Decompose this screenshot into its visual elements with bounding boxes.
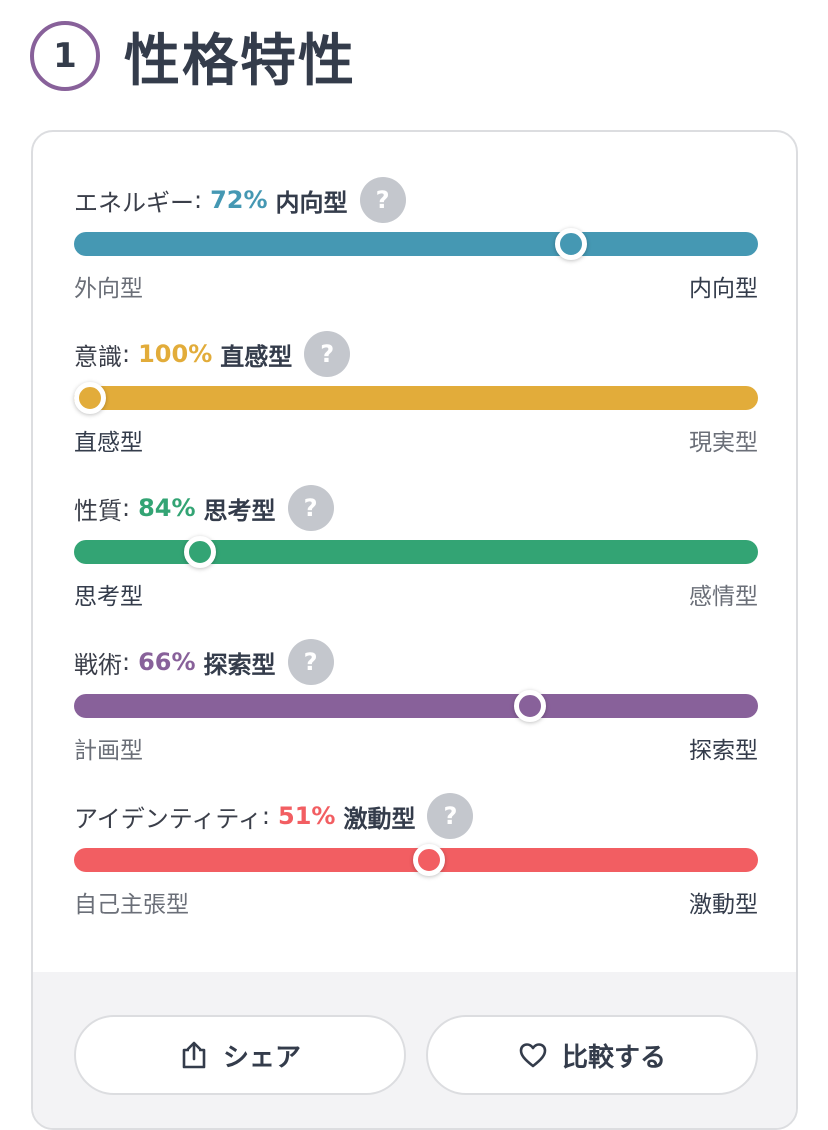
section-header: 1 性格特性 [30,20,356,94]
trait-mind: 意識 : 100% 直感型 ? 直感型 現実型 [74,330,758,460]
trait-right-label: 現実型 [689,430,758,456]
trait-percent: 84% [138,494,196,522]
trait-title: エネルギー : 72% 内向型 ? [74,176,406,224]
trait-right-label: 感情型 [689,584,758,610]
trait-bar [74,228,758,260]
trait-percent: 100% [138,340,213,368]
trait-end-labels: 計画型 探索型 [74,728,758,768]
trait-end-labels: 直感型 現実型 [74,420,758,460]
trait-label: アイデンティティ [74,804,262,833]
trait-label: エネルギー [74,188,194,217]
trait-left-label: 思考型 [74,584,143,610]
trait-knob [74,382,107,414]
trait-knob [554,228,587,260]
trait-right-label: 探索型 [689,738,758,764]
trait-type: 思考型 [203,496,276,525]
trait-left-label: 自己主張型 [74,892,189,918]
trait-left-label: 計画型 [74,738,143,764]
trait-label: 性質 [74,496,122,525]
trait-nature: 性質 : 84% 思考型 ? 思考型 感情型 [74,484,758,614]
trait-end-labels: 自己主張型 激動型 [74,882,758,922]
trait-knob [183,536,216,568]
share-button-label: シェア [222,1042,301,1073]
trait-type: 探索型 [203,650,276,679]
trait-colon: : [122,648,131,676]
help-icon[interactable]: ? [287,485,334,531]
trait-right-label: 激動型 [689,892,758,918]
help-icon[interactable]: ? [359,177,406,223]
share-icon [182,1041,206,1069]
trait-bar [74,382,758,414]
trait-energy: エネルギー : 72% 内向型 ? 外向型 内向型 [74,176,758,306]
page-title: 性格特性 [124,28,356,94]
trait-colon: : [122,494,131,522]
trait-title: 意識 : 100% 直感型 ? [74,330,351,378]
trait-end-labels: 思考型 感情型 [74,574,758,614]
trait-knob [412,844,445,876]
trait-tactics: 戦術 : 66% 探索型 ? 計画型 探索型 [74,638,758,768]
share-button[interactable]: シェア [74,1015,406,1095]
trait-label: 意識 [74,342,122,371]
trait-colon: : [122,340,131,368]
trait-colon: : [261,802,271,830]
trait-end-labels: 外向型 内向型 [74,266,758,306]
trait-left-label: 直感型 [74,430,143,456]
compare-button-label: 比較する [561,1042,666,1073]
compare-button[interactable]: 比較する [426,1015,758,1095]
trait-label: 戦術 [74,650,122,679]
traits-card: エネルギー : 72% 内向型 ? 外向型 内向型 意識 : 100% 直感型 … [31,130,798,1130]
trait-colon: : [194,186,203,214]
trait-identity: アイデンティティ : 51% 激動型 ? 自己主張型 激動型 [74,792,758,922]
help-icon[interactable]: ? [427,793,474,839]
trait-percent: 66% [138,648,196,676]
trait-title: 戦術 : 66% 探索型 ? [74,638,334,686]
trait-percent: 51% [278,802,336,830]
help-icon[interactable]: ? [304,331,351,377]
trait-right-label: 内向型 [689,276,758,302]
trait-knob [514,690,547,722]
trait-bar [74,690,758,722]
trait-title: アイデンティティ : 51% 激動型 ? [74,792,474,840]
heart-icon [519,1043,547,1068]
trait-bar [74,844,758,876]
trait-type: 激動型 [343,804,416,833]
help-icon[interactable]: ? [287,639,334,685]
trait-title: 性質 : 84% 思考型 ? [74,484,334,532]
section-number-badge: 1 [30,21,100,91]
trait-percent: 72% [210,186,268,214]
section-number: 1 [53,36,77,76]
trait-bar [74,536,758,568]
trait-type: 内向型 [275,188,348,217]
trait-type: 直感型 [220,342,293,371]
trait-left-label: 外向型 [74,276,143,302]
